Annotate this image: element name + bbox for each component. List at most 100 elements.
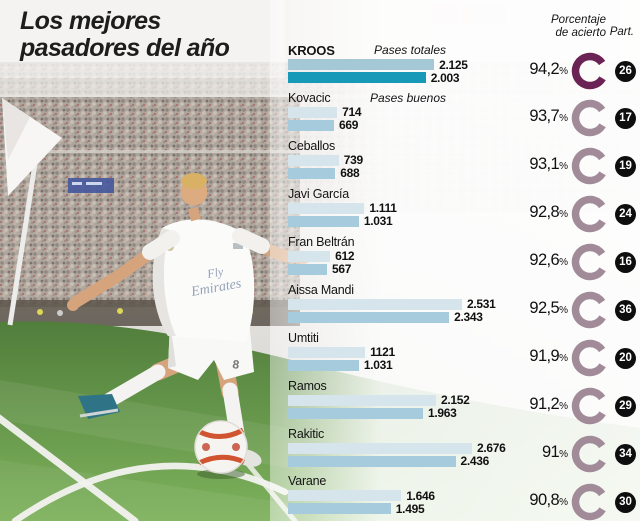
player-row: Ceballos 739 688 93,1% 19 — [288, 138, 636, 185]
total-passes-line: 714 — [288, 106, 514, 118]
good-passes-line: 1.963 — [288, 407, 514, 419]
passing-chart: Porcentaje de acierto Part. KROOS Pases t… — [288, 14, 636, 521]
accuracy-column-header: Porcentaje de acierto — [551, 14, 606, 39]
player-name: Varane — [288, 474, 327, 489]
good-passes-bar — [288, 72, 426, 83]
player-row: Rakitic 2.676 2.436 91% 34 — [288, 426, 636, 473]
player-stats: Fran Beltrán 612 567 — [288, 234, 514, 277]
appearances-badge: 29 — [615, 396, 636, 418]
good-passes-value: 688 — [340, 166, 360, 181]
player-stats: Umtiti 1121 1.031 — [288, 332, 514, 371]
accuracy-percentage: 91,2% — [514, 396, 568, 414]
accuracy-donut-icon — [570, 98, 610, 138]
player-name: KROOS — [288, 43, 335, 58]
scoreboard — [68, 178, 114, 193]
player-stats: Javi García 1.111 1.031 — [288, 186, 514, 229]
appearances-column-header: Part. — [609, 26, 634, 38]
player-stats: Ceballos 739 688 — [288, 138, 514, 179]
player-row: KROOS Pases totales 2.125 2.003 94,2% 26 — [288, 43, 636, 89]
accuracy-number: 93,7 — [529, 107, 560, 126]
player-name: Fran Beltrán — [288, 234, 355, 249]
good-passes-value: 2.343 — [454, 310, 483, 325]
accuracy-percentage: 92,6% — [514, 251, 568, 270]
total-passes-bar — [288, 154, 339, 166]
player-name: Aissa Mandi — [288, 282, 354, 297]
appearances-badge: 20 — [615, 348, 636, 370]
accuracy-number: 91,9 — [529, 347, 560, 366]
accuracy-number: 90,8 — [529, 490, 560, 509]
total-passes-value: 2.125 — [439, 57, 468, 72]
good-passes-bar — [288, 359, 359, 371]
total-passes-value: 739 — [343, 153, 363, 168]
good-passes-value: 2.436 — [460, 454, 490, 468]
percent-sign: % — [559, 496, 568, 508]
accuracy-percentage: 91% — [514, 444, 568, 462]
accuracy-donut-icon — [570, 290, 610, 330]
accuracy-percentage: 92,5% — [514, 299, 568, 318]
good-passes-line: 2.343 — [288, 311, 514, 323]
scoreboard-text-mark — [86, 182, 102, 185]
tier-line — [0, 150, 300, 153]
accuracy-number: 92,5 — [529, 299, 560, 318]
percent-sign: % — [559, 353, 568, 365]
good-passes-value: 567 — [332, 262, 352, 277]
appearances-badge: 19 — [615, 156, 636, 178]
good-passes-line: 2.003 — [288, 72, 514, 84]
good-passes-value: 1.031 — [363, 214, 393, 229]
appearances-badge: 36 — [615, 300, 636, 322]
accuracy-donut-icon — [570, 386, 610, 426]
good-passes-line: 669 — [288, 119, 514, 131]
accuracy-number: 92,6 — [529, 251, 560, 270]
accuracy-donut-icon — [570, 51, 610, 91]
player-stats: Varane 1.646 1.495 — [288, 474, 514, 515]
player-name: Rakitic — [288, 426, 325, 441]
total-passes-bar — [288, 346, 366, 358]
player-row: Kovacic Pases buenos 714 669 93,7% 17 — [288, 92, 636, 137]
total-passes-line: 1.646 — [288, 490, 514, 502]
percent-sign: % — [559, 305, 568, 317]
total-passes-value: 612 — [335, 249, 355, 264]
total-passes-bar — [288, 490, 402, 502]
appearances-badge: 24 — [615, 204, 636, 226]
total-passes-value: 2.531 — [467, 297, 496, 312]
total-passes-line: 739 — [288, 154, 514, 166]
player-name: Javi García — [288, 186, 350, 201]
good-passes-bar — [288, 119, 334, 131]
total-passes-line: 1.111 — [288, 202, 514, 214]
total-passes-line: 1121 — [288, 346, 514, 358]
good-passes-line: 2.436 — [288, 455, 514, 467]
scoreboard-text-mark — [72, 182, 82, 185]
player-row: Ramos 2.152 1.963 91,2% 29 — [288, 380, 636, 425]
player-name: Ceballos — [288, 138, 336, 153]
total-passes-line: 2.152 — [288, 394, 514, 406]
good-passes-line: 1.031 — [288, 359, 514, 371]
accuracy-percentage: 93,1% — [514, 156, 568, 174]
appearances-badge: 30 — [615, 491, 636, 513]
player-row: Fran Beltrán 612 567 92,6% 16 — [288, 234, 636, 281]
ball — [194, 420, 248, 479]
good-passes-line: 688 — [288, 167, 514, 179]
good-passes-value: 669 — [339, 118, 359, 133]
accuracy-donut-icon — [570, 338, 610, 378]
title-veil — [0, 0, 285, 78]
player-rows: KROOS Pases totales 2.125 2.003 94,2% 26 Kovac… — [288, 43, 636, 521]
player-row: Varane 1.646 1.495 90,8% 30 — [288, 474, 636, 521]
corner-flag — [2, 98, 62, 326]
total-passes-bar — [288, 394, 436, 406]
total-passes-value: 1.111 — [369, 201, 397, 216]
accuracy-percentage: 94,2% — [514, 60, 568, 79]
total-passes-line: 612 — [288, 250, 514, 262]
total-passes-bar — [288, 298, 462, 310]
accuracy-donut-icon — [570, 242, 610, 282]
player-stats: KROOS Pases totales 2.125 2.003 — [288, 43, 514, 84]
appearances-badge: 17 — [615, 108, 636, 130]
percent-sign: % — [559, 113, 568, 125]
percent-sign: % — [559, 209, 568, 221]
accuracy-percentage: 90,8% — [514, 490, 568, 510]
page-title: Los mejores pasadores del año — [20, 7, 230, 62]
total-passes-value: 1.646 — [406, 488, 435, 503]
percent-sign: % — [559, 449, 568, 460]
total-passes-bar — [288, 202, 365, 214]
total-passes-value: 2.676 — [477, 441, 506, 455]
